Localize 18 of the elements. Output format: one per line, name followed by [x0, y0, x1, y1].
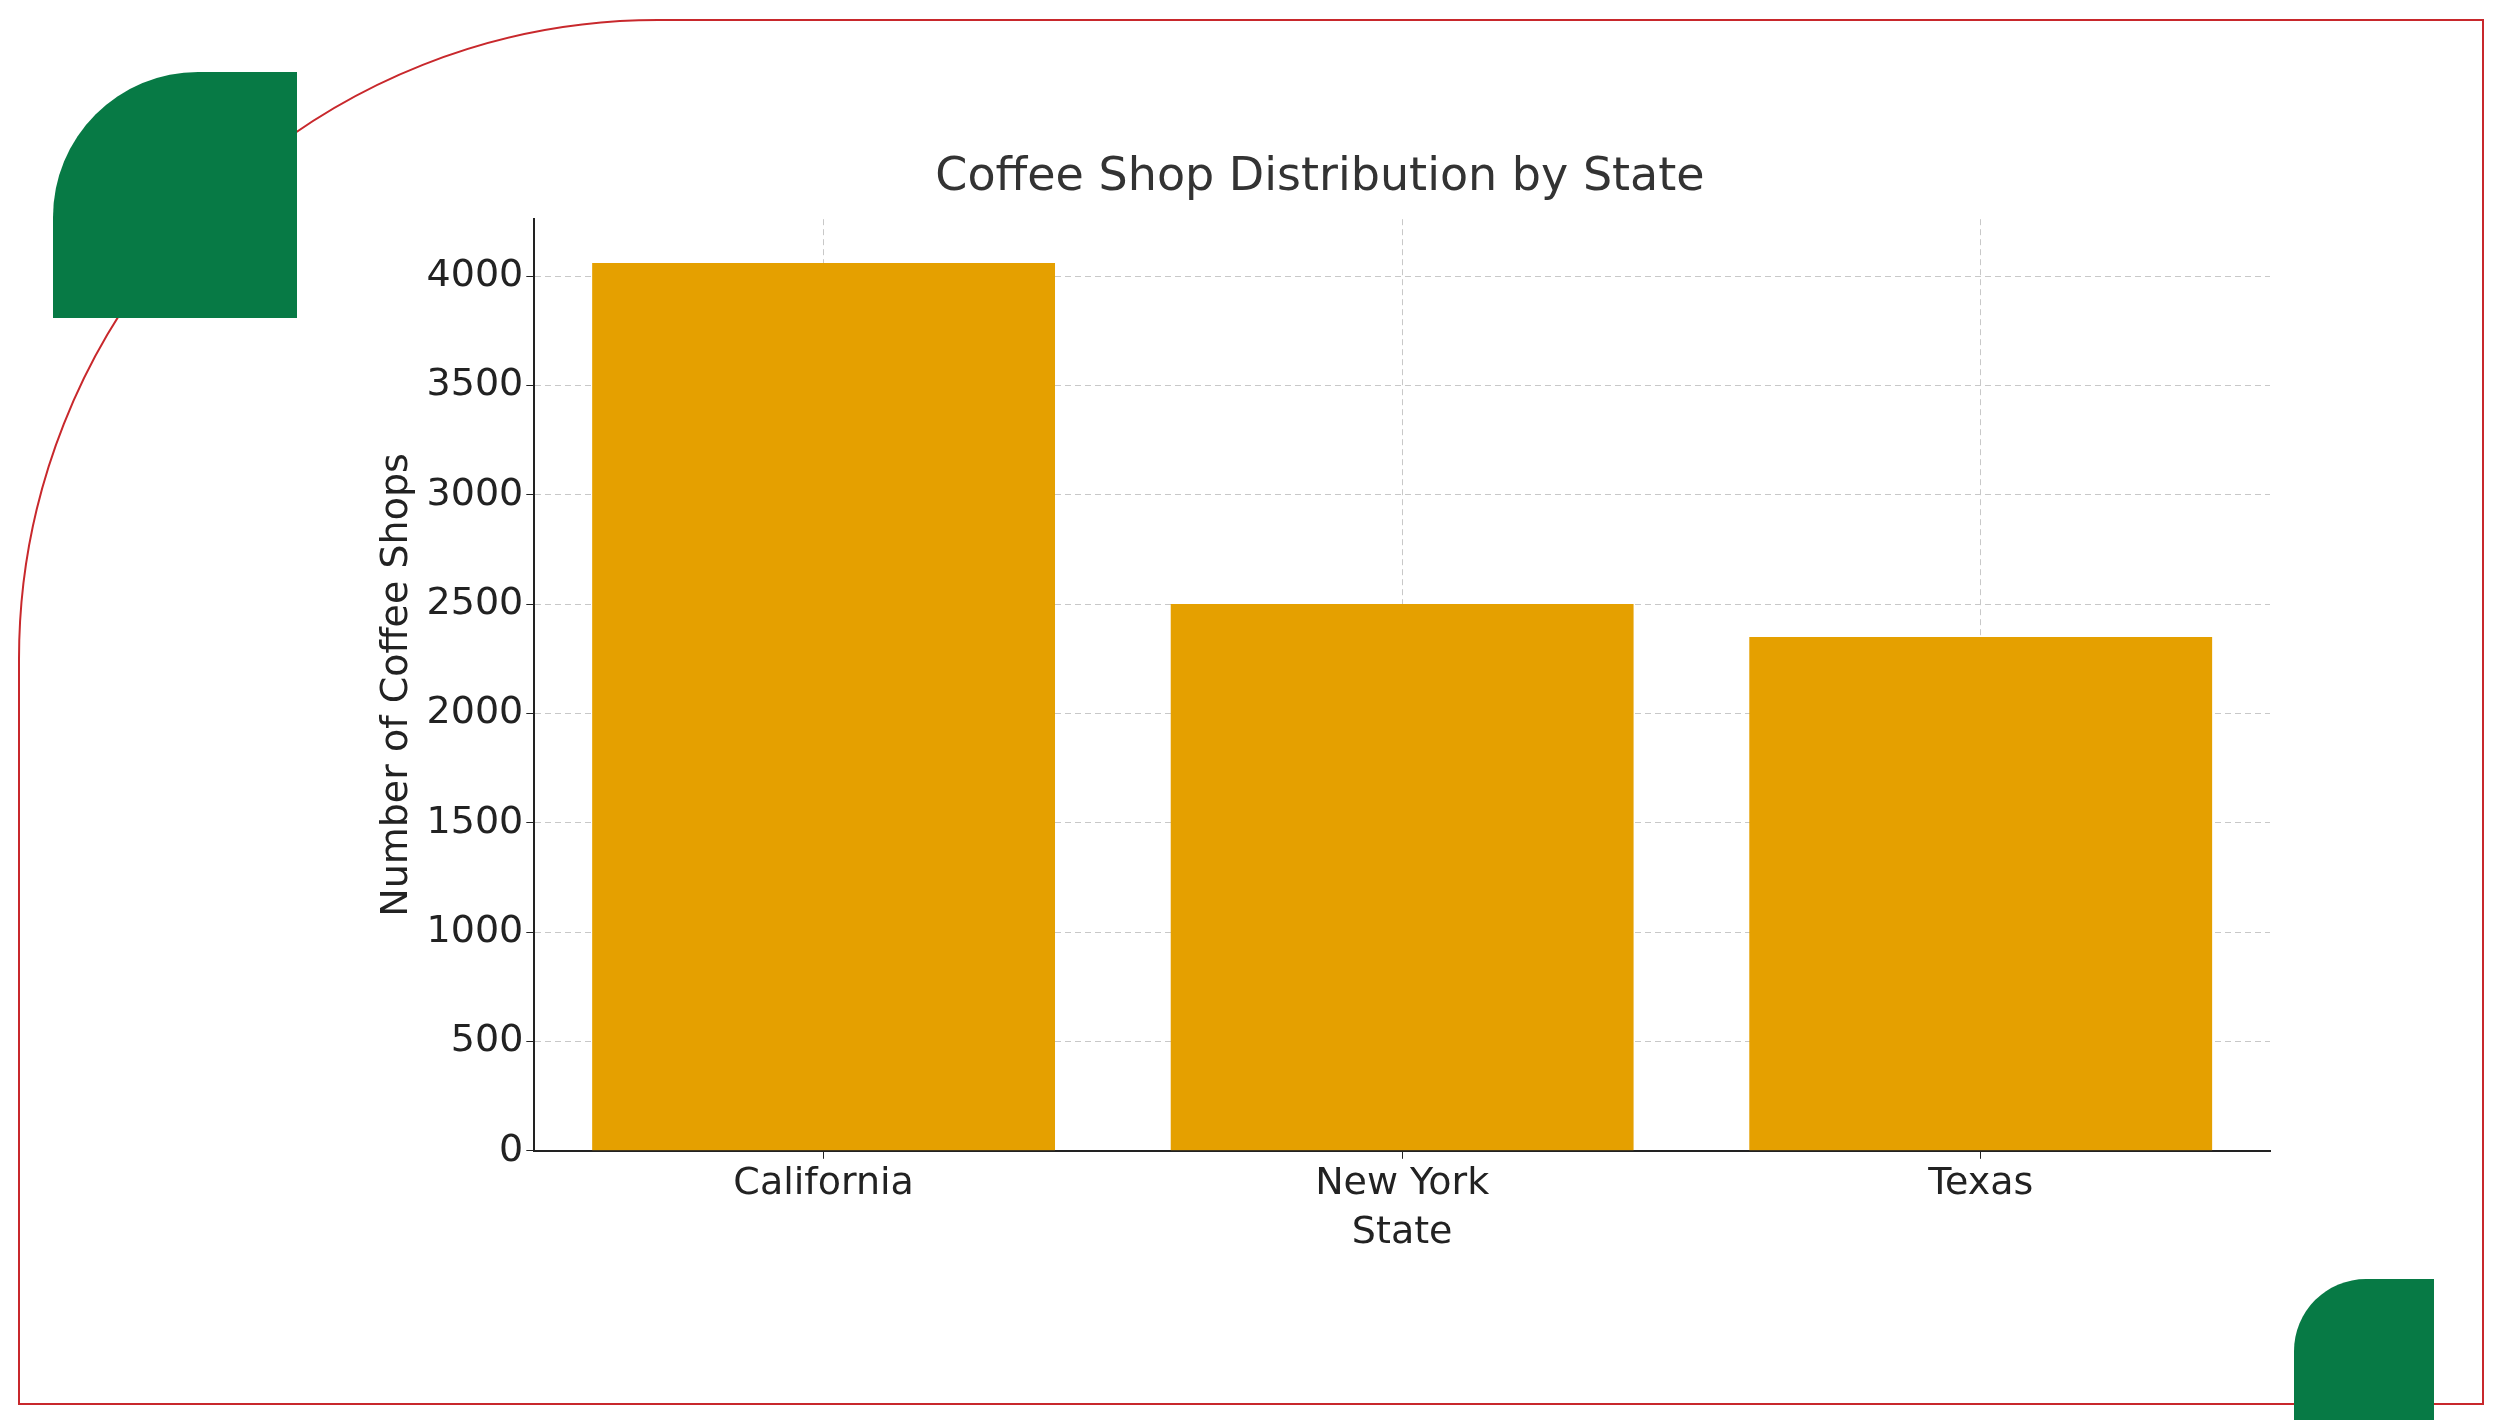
y-tick-label: 2000 [426, 688, 524, 733]
y-tick-label: 1500 [426, 797, 524, 842]
x-tick-label: California [733, 1159, 914, 1204]
x-tick-label: New York [1315, 1159, 1490, 1204]
bar [1170, 604, 1634, 1151]
y-axis-title: Number of Coffee Shops [371, 453, 416, 917]
y-tick-label: 3500 [426, 360, 524, 405]
y-tick-label: 0 [499, 1125, 524, 1170]
y-tick-label: 2500 [426, 578, 524, 623]
x-axis-title: State [1351, 1208, 1453, 1253]
bar [592, 262, 1056, 1151]
chart-title: Coffee Shop Distribution by State [935, 146, 1705, 201]
x-tick-label: Texas [1927, 1159, 2034, 1204]
y-tick-label: 3000 [426, 469, 524, 514]
y-tick-label: 4000 [426, 250, 524, 295]
bar [1749, 636, 2213, 1151]
y-tick-label: 500 [450, 1016, 524, 1061]
y-tick-label: 1000 [426, 906, 524, 951]
